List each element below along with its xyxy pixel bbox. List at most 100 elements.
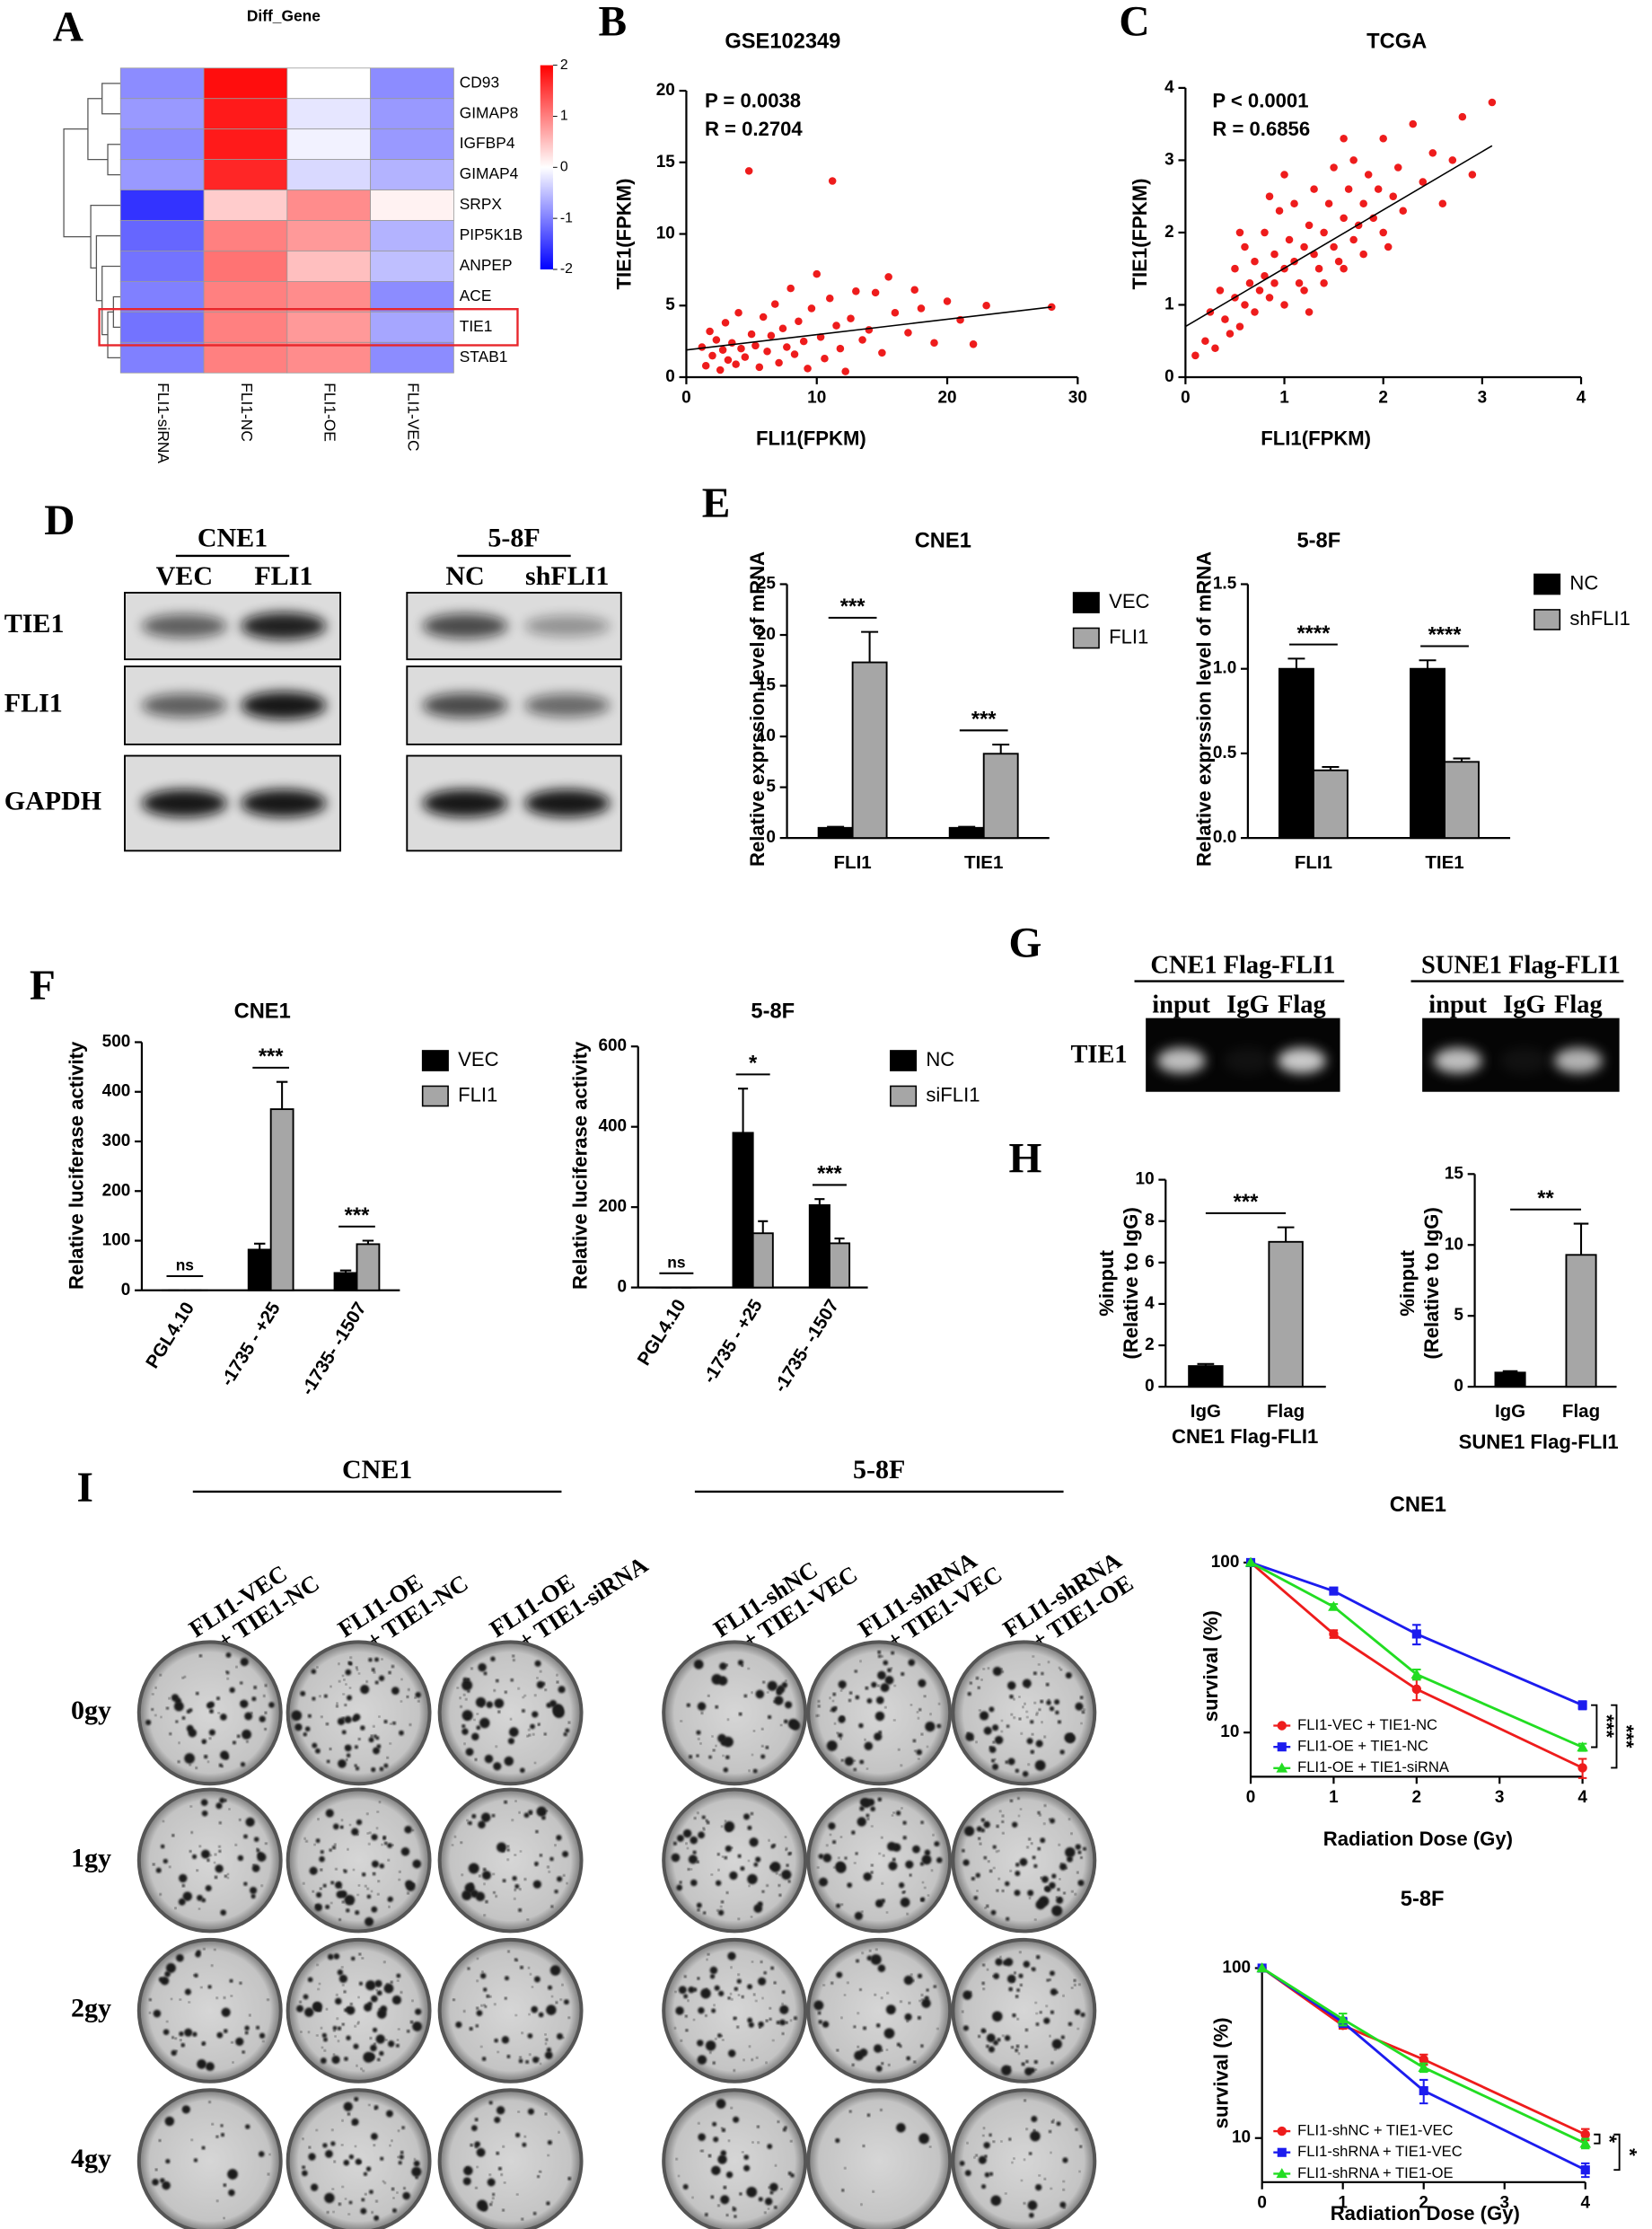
colony	[1056, 2121, 1061, 2127]
colony	[241, 1701, 243, 1704]
point	[1265, 294, 1274, 302]
colony	[563, 1732, 567, 1737]
colony	[774, 1696, 784, 1705]
colony	[1028, 2152, 1032, 2155]
colony	[337, 2026, 342, 2031]
colony	[468, 1820, 472, 1826]
colony	[198, 1654, 202, 1658]
colony	[205, 2062, 215, 2072]
colony	[905, 1860, 914, 1869]
colony	[389, 2145, 391, 2147]
colony	[400, 1847, 410, 1856]
colony	[332, 2210, 335, 2213]
colony	[178, 1898, 186, 1906]
colony	[826, 1740, 838, 1751]
colony	[926, 1746, 928, 1748]
colony	[566, 1882, 568, 1885]
colony	[1019, 1951, 1022, 1953]
colony	[379, 1863, 385, 1869]
point	[790, 350, 799, 358]
x-tick-label: Flag	[1267, 1401, 1305, 1422]
colony	[992, 1845, 997, 1849]
point	[904, 329, 912, 337]
legend-label: FLI1-OE + TIE1-NC	[1297, 1738, 1428, 1755]
heat-cell	[203, 128, 288, 161]
colony	[319, 1695, 321, 1697]
colony	[171, 2049, 177, 2057]
colony	[764, 2198, 773, 2206]
colony	[677, 2175, 680, 2177]
colony	[778, 1873, 781, 1876]
colony	[1049, 2035, 1051, 2038]
colony	[1051, 1905, 1063, 1916]
colony	[336, 1702, 338, 1705]
colony	[829, 1696, 831, 1699]
colony	[1080, 1856, 1083, 1859]
colony	[748, 1885, 751, 1888]
colony	[258, 2151, 265, 2157]
colony	[1082, 1846, 1086, 1851]
colony	[838, 1856, 840, 1859]
colony	[235, 1666, 238, 1669]
colony	[1032, 1655, 1034, 1658]
trendline	[686, 306, 1052, 351]
blot-group: 5-8F	[488, 523, 540, 552]
colony	[226, 1872, 229, 1875]
colony	[179, 1998, 181, 2001]
y-tick-label: 10	[1445, 1235, 1463, 1254]
colony	[906, 1913, 909, 1916]
colony	[468, 1863, 479, 1874]
colony	[833, 1705, 838, 1710]
colony	[409, 2020, 414, 2024]
colony	[181, 1677, 184, 1679]
colony	[834, 1722, 836, 1725]
colony	[190, 2138, 193, 2141]
colony	[264, 1728, 267, 1731]
colony	[715, 1880, 722, 1886]
colony	[1009, 1870, 1012, 1872]
point	[795, 317, 803, 326]
colony	[372, 2027, 378, 2033]
colony	[1063, 1891, 1066, 1895]
colony	[469, 2026, 473, 2031]
colony	[701, 2149, 704, 2153]
colony	[817, 1700, 821, 1703]
colony	[330, 1685, 332, 1687]
point	[1374, 185, 1383, 193]
colony	[989, 1746, 997, 1754]
colony	[1078, 1983, 1081, 1986]
colony	[680, 2040, 682, 2042]
colony	[835, 2137, 840, 2144]
point	[1235, 228, 1244, 237]
gel-band	[1278, 1047, 1326, 1074]
colony	[356, 2022, 359, 2025]
colony	[921, 1998, 931, 2008]
colony	[748, 1769, 751, 1772]
colony	[1051, 1873, 1057, 1879]
heat-cell	[203, 67, 288, 100]
y-tick-label: 20	[656, 81, 675, 100]
colony	[335, 1997, 342, 2005]
colony	[194, 1973, 198, 1978]
colony	[556, 1680, 559, 1684]
colony	[1040, 1876, 1042, 1880]
colony	[417, 1700, 420, 1703]
heat-cell	[286, 67, 372, 100]
colony	[1019, 1857, 1028, 1866]
colony	[1037, 1846, 1041, 1851]
colony	[1079, 1696, 1084, 1700]
colony	[1045, 1682, 1050, 1687]
colony	[549, 1856, 554, 1862]
colony	[461, 1679, 473, 1691]
colony	[1008, 2137, 1012, 2141]
colony	[1068, 2022, 1073, 2027]
colony	[184, 1753, 195, 1764]
point	[1389, 192, 1397, 200]
colony	[350, 1956, 356, 1961]
colony	[1065, 1846, 1076, 1858]
colony	[993, 2040, 998, 2046]
point	[716, 366, 725, 374]
colony	[766, 1884, 769, 1887]
colony	[536, 1806, 547, 1817]
y-tick-label: 5	[766, 778, 776, 797]
